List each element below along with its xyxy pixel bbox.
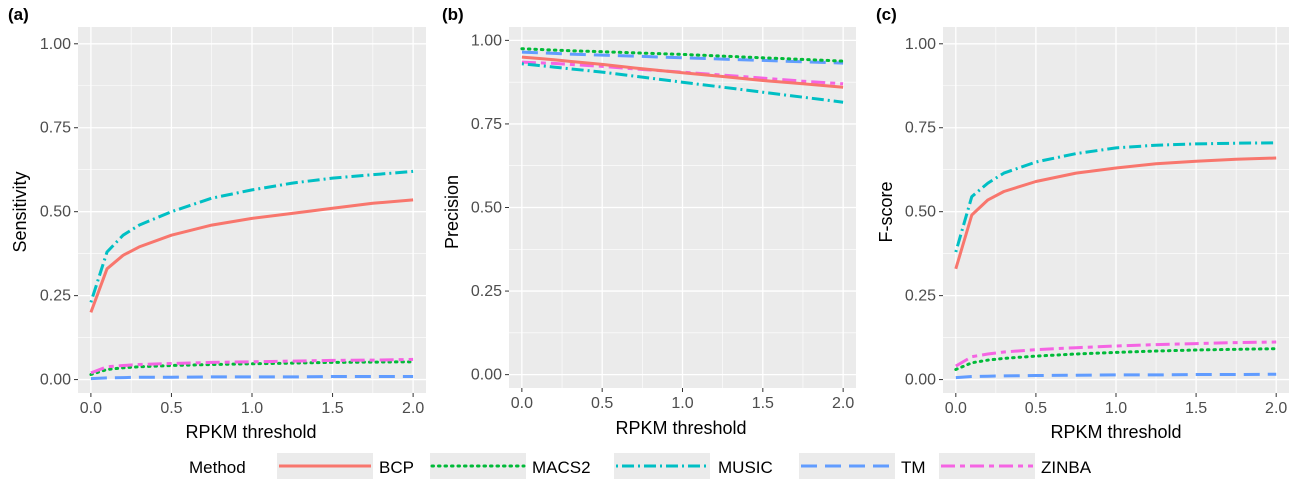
x-tick-label: 0.0 — [945, 400, 967, 417]
series-line-macs2 — [89, 360, 415, 376]
x-tick-label: 2.0 — [1265, 400, 1287, 417]
y-axis-title-b: Precision — [442, 175, 462, 249]
series-line-music — [89, 169, 414, 303]
x-axis-title-a: RPKM threshold — [185, 422, 316, 442]
series-line-zinba — [90, 357, 414, 375]
x-tick-label: 0.5 — [1025, 400, 1047, 417]
legend-label-zinba: ZINBA — [1041, 458, 1092, 477]
x-tick-label: 2.0 — [402, 400, 424, 417]
x-tick-label: 2.0 — [832, 395, 854, 412]
x-tick-label: 1.5 — [752, 395, 774, 412]
y-tick-label: 0.25 — [40, 288, 71, 305]
legend-label-tm: TM — [901, 458, 926, 477]
series-line-macs2 — [520, 47, 845, 63]
series-line-tm — [521, 50, 844, 65]
y-tick-label: 0.25 — [905, 288, 936, 305]
y-tick-label: 1.00 — [905, 36, 936, 53]
x-tick-label: 1.5 — [1185, 400, 1207, 417]
series-line-macs2 — [954, 347, 1278, 371]
y-tick-label: 0.00 — [40, 372, 71, 389]
legend-title: Method — [189, 458, 246, 477]
x-tick-label: 1.5 — [321, 400, 343, 417]
legend-label-bcp: BCP — [379, 458, 414, 477]
y-tick-label: 0.75 — [905, 120, 936, 137]
x-axis-title-c: RPKM threshold — [1050, 422, 1181, 442]
series-line-bcp — [521, 55, 844, 89]
y-tick-label: 1.00 — [40, 36, 71, 53]
y-tick-label: 0.75 — [40, 120, 71, 137]
y-tick-label: 0.75 — [471, 116, 502, 133]
y-axis-title-a: Sensitivity — [10, 171, 30, 252]
x-tick-label: 1.0 — [671, 395, 693, 412]
x-tick-label: 1.0 — [241, 400, 263, 417]
series-line-music — [521, 62, 844, 104]
series-line-zinba — [955, 340, 1277, 368]
panel-a: (a) Sensitivity RPKM threshold 0.0 0.5 1.0… — [8, 5, 426, 442]
y-tick-label: 0.50 — [40, 204, 71, 221]
y-tick-label: 0.00 — [471, 367, 502, 384]
panel-b: (b) Precision RPKM threshold 0.0 0.5 1.0 1.… — [442, 5, 856, 438]
y-tick-label: 0.50 — [471, 200, 502, 217]
legend-label-macs2: MACS2 — [532, 458, 591, 477]
series-line-tm — [955, 372, 1277, 380]
x-tick-label: 0.0 — [80, 400, 102, 417]
x-tick-label: 1.0 — [1105, 400, 1127, 417]
y-tick-label: 0.25 — [471, 283, 502, 300]
x-axis-title-b: RPKM threshold — [615, 418, 746, 438]
x-tick-label: 0.0 — [511, 395, 533, 412]
panel-label-b: (b) — [442, 5, 464, 24]
series-line-tm — [90, 375, 414, 381]
series-line-bcp — [89, 198, 414, 313]
panel-c: (c) F-score RPKM threshold 0.0 0.5 1.0 1.5 2… — [876, 5, 1289, 442]
y-tick-label: 0.00 — [905, 372, 936, 389]
panel-label-a: (a) — [8, 5, 29, 24]
series-line-bcp — [954, 156, 1277, 270]
x-tick-label: 0.5 — [160, 400, 182, 417]
x-tick-label: 0.5 — [591, 395, 613, 412]
y-axis-title-c: F-score — [876, 181, 896, 242]
legend-label-music: MUSIC — [718, 458, 773, 477]
legend: Method BCP MACS2 MUSIC TM ZINBA — [189, 453, 1092, 479]
y-tick-label: 1.00 — [471, 32, 502, 49]
y-tick-label: 0.50 — [905, 204, 936, 221]
panel-label-c: (c) — [876, 5, 897, 24]
